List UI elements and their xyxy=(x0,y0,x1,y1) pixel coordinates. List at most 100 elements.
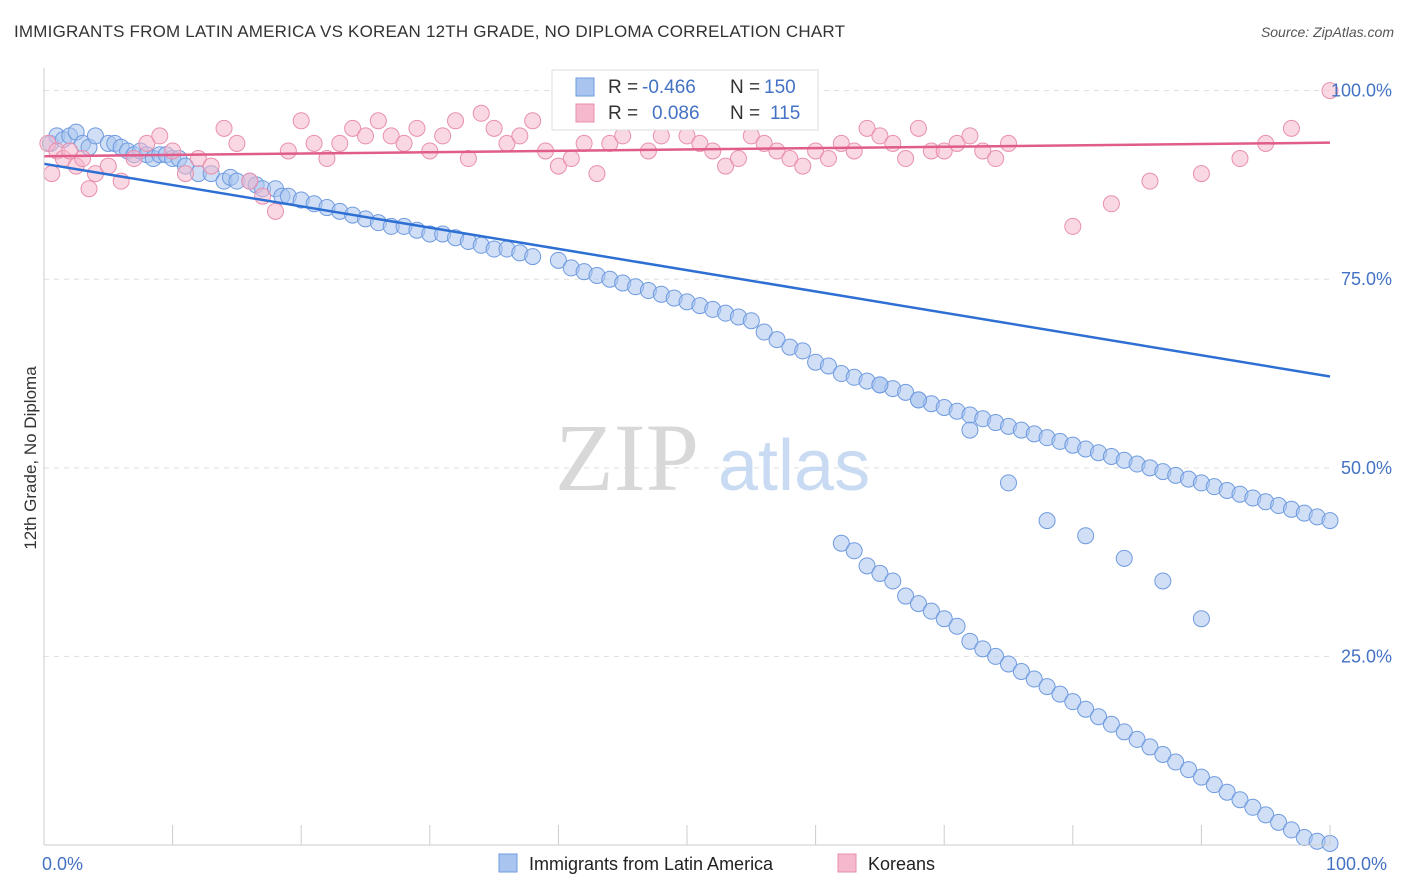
point-koreans xyxy=(909,119,927,137)
y-axis-label: 12th Grade, No Diploma xyxy=(21,366,40,550)
point-latin-america xyxy=(1012,662,1030,680)
y-tick-label: 75.0% xyxy=(1341,269,1392,289)
point-latin-america xyxy=(1167,753,1185,771)
point-latin-america xyxy=(1102,715,1120,733)
point-koreans xyxy=(1064,217,1082,235)
point-koreans xyxy=(845,142,863,160)
point-latin-america xyxy=(1051,685,1069,703)
point-koreans xyxy=(588,165,606,183)
point-koreans xyxy=(266,202,284,220)
point-koreans xyxy=(395,134,413,152)
point-koreans xyxy=(961,127,979,145)
point-koreans xyxy=(691,134,709,152)
point-koreans xyxy=(1000,134,1017,152)
point-koreans xyxy=(884,134,902,152)
stats-n-label-pink: N = xyxy=(730,103,760,124)
point-koreans xyxy=(1102,195,1120,213)
point-koreans xyxy=(138,134,156,152)
y-tick-label: 50.0% xyxy=(1341,458,1392,478)
legend-swatch-latin-america xyxy=(498,853,518,873)
point-latin-america xyxy=(1231,791,1249,809)
point-latin-america xyxy=(1128,730,1146,748)
legend: Immigrants from Latin America Koreans xyxy=(498,853,935,874)
point-latin-america xyxy=(961,632,979,650)
point-koreans xyxy=(228,134,246,152)
point-latin-america xyxy=(1154,572,1172,590)
point-koreans xyxy=(344,119,362,137)
point-latin-america xyxy=(974,640,992,658)
point-latin-america xyxy=(1192,610,1210,628)
point-koreans xyxy=(1141,172,1159,190)
legend-label-koreans: Koreans xyxy=(868,854,935,874)
point-latin-america xyxy=(1064,693,1082,711)
source-label: Source: ZipAtlas.com xyxy=(1260,24,1394,40)
point-latin-america xyxy=(1025,670,1043,688)
grid-lines xyxy=(44,90,1330,657)
point-koreans xyxy=(434,127,452,145)
point-koreans xyxy=(768,142,786,160)
point-latin-america xyxy=(858,557,876,575)
point-latin-america xyxy=(1000,655,1017,673)
point-koreans xyxy=(215,119,233,137)
point-koreans xyxy=(80,180,98,198)
point-latin-america xyxy=(1000,474,1017,492)
stats-r-value-blue: -0.466 xyxy=(642,77,696,98)
stats-box-frame xyxy=(551,69,819,131)
point-koreans xyxy=(1192,165,1210,183)
point-latin-america xyxy=(819,357,837,375)
x-tick-label-min: 0.0% xyxy=(42,854,83,874)
point-koreans xyxy=(164,142,182,160)
point-latin-america xyxy=(549,251,567,269)
point-latin-america xyxy=(768,331,786,349)
point-koreans xyxy=(549,157,567,175)
point-koreans xyxy=(472,104,490,122)
point-latin-america xyxy=(794,342,812,360)
point-latin-america xyxy=(897,587,915,605)
point-latin-america xyxy=(1141,738,1159,756)
point-latin-america xyxy=(1321,512,1339,530)
point-koreans xyxy=(292,112,310,130)
point-koreans xyxy=(524,112,542,130)
point-latin-america xyxy=(871,564,889,582)
point-koreans xyxy=(1231,150,1249,168)
x-axis-ticks xyxy=(43,825,1331,845)
stats-r-value-pink: 0.086 xyxy=(652,103,700,124)
point-koreans xyxy=(858,119,876,137)
point-latin-america xyxy=(1115,723,1133,741)
point-koreans xyxy=(511,127,529,145)
legend-swatch-koreans xyxy=(837,853,857,873)
point-latin-america xyxy=(1090,708,1108,726)
point-koreans xyxy=(485,119,503,137)
stats-n-label-blue: N = xyxy=(730,77,760,98)
point-latin-america xyxy=(1154,745,1172,763)
point-koreans xyxy=(1282,119,1300,137)
point-latin-america xyxy=(987,647,1005,665)
x-tick-label-max: 100.0% xyxy=(1326,854,1387,874)
point-koreans xyxy=(717,157,735,175)
y-axis-tick-labels: 25.0% 50.0% 75.0% 100.0% xyxy=(1331,81,1392,667)
point-latin-america xyxy=(1077,700,1095,718)
point-latin-america xyxy=(884,572,902,590)
point-koreans xyxy=(369,112,387,130)
stats-box: R = -0.466 N = 150 R = 0.086 N = 115 xyxy=(551,69,819,131)
point-koreans xyxy=(241,172,259,190)
point-latin-america xyxy=(871,376,889,394)
point-latin-america xyxy=(1244,798,1262,816)
stats-n-value-pink: 115 xyxy=(770,103,800,124)
point-koreans xyxy=(202,157,220,175)
point-latin-america xyxy=(1077,527,1095,545)
y-tick-label: 25.0% xyxy=(1341,646,1392,666)
point-latin-america xyxy=(909,391,927,409)
point-koreans xyxy=(575,134,593,152)
point-koreans xyxy=(408,119,426,137)
point-koreans xyxy=(357,127,374,145)
point-latin-america xyxy=(1257,806,1275,824)
point-latin-america xyxy=(1192,768,1210,786)
point-koreans xyxy=(1321,82,1339,100)
point-koreans xyxy=(382,127,400,145)
point-latin-america xyxy=(742,312,760,330)
point-latin-america xyxy=(897,383,915,401)
point-latin-america xyxy=(1038,512,1056,530)
watermark-zip: ZIP xyxy=(555,404,699,511)
chart-title: IMMIGRANTS FROM LATIN AMERICA VS KOREAN … xyxy=(14,22,846,41)
